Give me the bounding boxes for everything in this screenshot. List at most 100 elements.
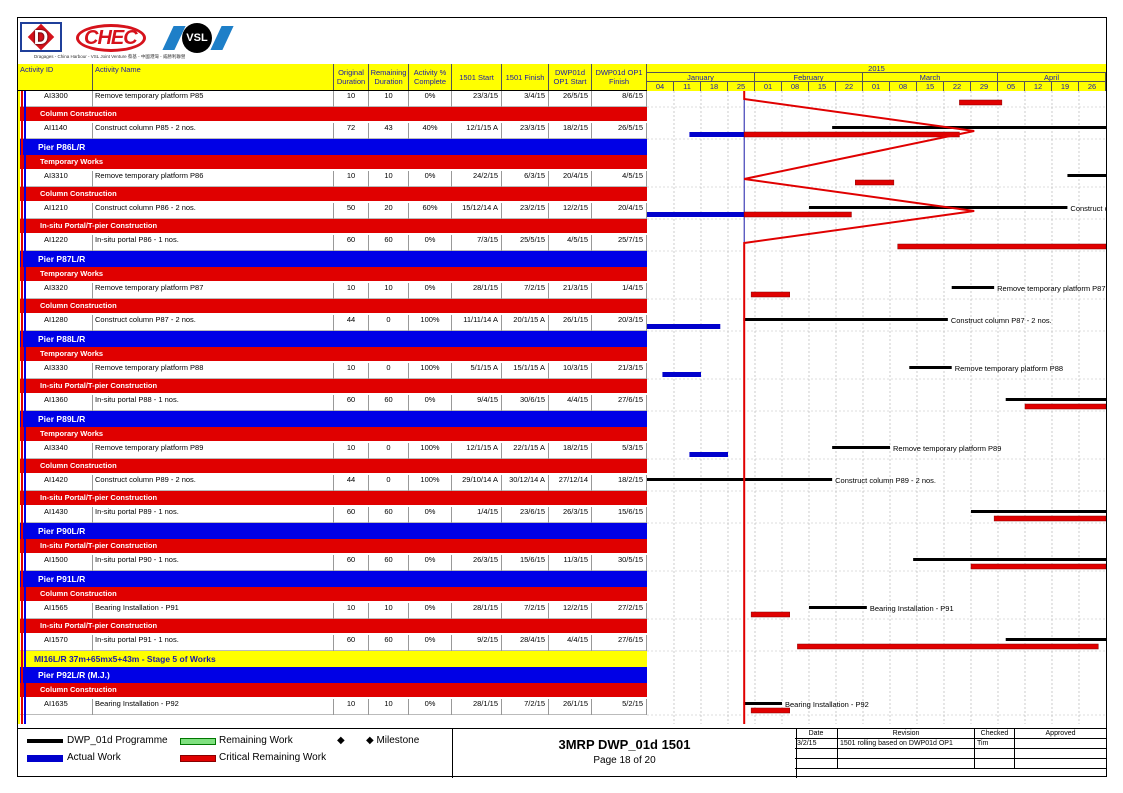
bar-label: Bearing Installation - P92 xyxy=(785,700,869,709)
cell-id: AI1430 xyxy=(40,507,93,523)
column-header-rd[interactable]: Remaining Duration xyxy=(369,64,409,90)
cell-opf: 4/5/15 xyxy=(592,171,647,187)
timescale-week: 15 xyxy=(917,82,944,91)
wbs-band-red[interactable]: Column Construction xyxy=(18,299,647,313)
activity-row[interactable]: AI1430 In-situ portal P89 - 1 nos. 60 60 0% 1… xyxy=(18,507,647,523)
cell-opf: 1/4/15 xyxy=(592,283,647,299)
activity-row[interactable]: AI1635 Bearing Installation - P92 10 10 0% 28… xyxy=(18,699,647,715)
activity-row[interactable]: AI1360 In-situ portal P88 - 1 nos. 60 60 0% 9… xyxy=(18,395,647,411)
cell-s1501: 28/1/15 xyxy=(452,699,502,715)
cell-s1501: 29/10/14 A xyxy=(452,475,502,491)
wbs-band-red[interactable]: Temporary Works xyxy=(18,267,647,281)
activity-row[interactable]: AI1280 Construct column P87 - 2 nos. 44 0 10… xyxy=(18,315,647,331)
activity-row[interactable]: AI3300 Remove temporary platform P85 10 10 0… xyxy=(18,91,647,107)
cell-pct: 0% xyxy=(409,235,452,251)
column-header-opf[interactable]: DWP01d OP1 Finish xyxy=(592,64,647,90)
critical-bar xyxy=(750,707,790,714)
activity-row[interactable]: AI3340 Remove temporary platform P89 10 0 10… xyxy=(18,443,647,459)
cell-name: Bearing Installation - P91 xyxy=(93,603,334,619)
activity-row[interactable]: AI3310 Remove temporary platform P86 10 10 0… xyxy=(18,171,647,187)
activity-row[interactable]: AI1210 Construct column P86 - 2 nos. 50 20 6… xyxy=(18,203,647,219)
critical-bar xyxy=(743,131,960,138)
wbs-band-red[interactable]: Column Construction xyxy=(18,683,647,697)
wbs-band-blue[interactable]: Pier P91L/R xyxy=(18,571,647,587)
logo-group: D CHEC VSL xyxy=(20,20,234,60)
cell-ops: 18/2/15 xyxy=(549,443,592,459)
cell-s1501: 24/2/15 xyxy=(452,171,502,187)
column-header-s1501[interactable]: 1501 Start xyxy=(452,64,502,90)
dragages-logo: D xyxy=(20,22,62,52)
actual-bar xyxy=(647,212,745,217)
timescale-week: 12 xyxy=(1025,82,1052,91)
wbs-band-red[interactable]: In-situ Portal/T-pier Construction xyxy=(18,491,647,505)
critical-bar xyxy=(970,563,1106,570)
activity-row[interactable]: AI1570 In-situ portal P91 - 1 nos. 60 60 0% 9… xyxy=(18,635,647,651)
activity-row[interactable]: AI3330 Remove temporary platform P88 10 0 10… xyxy=(18,363,647,379)
wbs-band-red[interactable]: Column Construction xyxy=(18,587,647,601)
rev-checked: Tim xyxy=(975,739,1015,749)
activity-row[interactable]: AI1220 In-situ portal P86 - 1 nos. 60 60 0% 7… xyxy=(18,235,647,251)
column-header-id[interactable]: Activity ID xyxy=(18,64,93,90)
activity-row[interactable]: AI3320 Remove temporary platform P87 10 10 0… xyxy=(18,283,647,299)
cell-f1501: 23/6/15 xyxy=(502,507,549,523)
activity-row[interactable]: AI1420 Construct column P89 - 2 nos. 44 0 10… xyxy=(18,475,647,491)
timescale-week: 01 xyxy=(755,82,782,91)
cell-s1501: 23/3/15 xyxy=(452,91,502,107)
progress-line xyxy=(743,91,975,724)
column-header-name[interactable]: Activity Name xyxy=(93,64,334,90)
wbs-band-red[interactable]: Temporary Works xyxy=(18,427,647,441)
wbs-band-red[interactable]: Temporary Works xyxy=(18,347,647,361)
programme-bar xyxy=(832,126,1106,129)
bar-label: Construct column P87 - 2 nos. xyxy=(951,316,1052,325)
cell-ops: 12/2/15 xyxy=(549,203,592,219)
cell-od: 60 xyxy=(334,555,369,571)
rev-approved xyxy=(1015,739,1107,749)
wbs-band-red[interactable]: In-situ Portal/T-pier Construction xyxy=(18,219,647,233)
programme-bar xyxy=(647,478,833,481)
actual-bar xyxy=(689,452,728,457)
wbs-band-red[interactable]: In-situ Portal/T-pier Construction xyxy=(18,379,647,393)
cell-opf: 27/2/15 xyxy=(592,603,647,619)
wbs-band-blue[interactable]: Pier P86L/R xyxy=(18,139,647,155)
wbs-band-blue[interactable]: Pier P92L/R (M.J.) xyxy=(18,667,647,683)
column-header-pct[interactable]: Activity % Complete xyxy=(409,64,452,90)
cell-od: 50 xyxy=(334,203,369,219)
bar-label: Remove temporary platform P89 xyxy=(893,444,1001,453)
column-header-f1501[interactable]: 1501 Finish xyxy=(502,64,549,90)
wbs-band-red[interactable]: Temporary Works xyxy=(18,155,647,169)
wbs-band-red[interactable]: In-situ Portal/T-pier Construction xyxy=(18,619,647,633)
programme-bar xyxy=(1005,638,1106,641)
wbs-band-red[interactable]: Column Construction xyxy=(18,107,647,121)
wbs-band-red[interactable]: In-situ Portal/T-pier Construction xyxy=(18,539,647,553)
wbs-band-red[interactable]: Column Construction xyxy=(18,187,647,201)
activity-row[interactable]: AI1565 Bearing Installation - P91 10 10 0% 28… xyxy=(18,603,647,619)
wbs-band-blue[interactable]: Pier P89L/R xyxy=(18,411,647,427)
cell-ops: 11/3/15 xyxy=(549,555,592,571)
wbs-band-blue[interactable]: Pier P90L/R xyxy=(18,523,647,539)
cell-ops: 26/1/15 xyxy=(549,315,592,331)
cell-ops: 27/12/14 xyxy=(549,475,592,491)
cell-pct: 100% xyxy=(409,443,452,459)
cell-rd: 43 xyxy=(369,123,409,139)
activity-row[interactable]: AI1140 Construct column P85 - 2 nos. 72 43 4… xyxy=(18,123,647,139)
cell-pct: 0% xyxy=(409,699,452,715)
programme-bar xyxy=(743,318,948,321)
timescale-week: 15 xyxy=(809,82,836,91)
column-header-od[interactable]: Original Duration xyxy=(334,64,369,90)
bar-label: Remove temporary platform P87 xyxy=(997,284,1105,293)
cell-f1501: 20/1/15 A xyxy=(502,315,549,331)
column-header-ops[interactable]: DWP01d OP1 Start xyxy=(549,64,592,90)
cell-ops: 26/1/15 xyxy=(549,699,592,715)
cell-f1501: 23/3/15 xyxy=(502,123,549,139)
wbs-band-red[interactable]: Column Construction xyxy=(18,459,647,473)
wbs-band-blue[interactable]: Pier P87L/R xyxy=(18,251,647,267)
cell-pct: 100% xyxy=(409,315,452,331)
cell-opf: 26/5/15 xyxy=(592,123,647,139)
gantt-svg: Construct c Remove temporary platform P87… xyxy=(647,91,1106,724)
cell-opf: 25/7/15 xyxy=(592,235,647,251)
wbs-band-blue[interactable]: Pier P88L/R xyxy=(18,331,647,347)
cell-id: AI3340 xyxy=(40,443,93,459)
cell-f1501: 30/6/15 xyxy=(502,395,549,411)
wbs-band-yellow[interactable]: MI16L/R 37m+65mx5+43m - Stage 5 of Works xyxy=(18,651,647,667)
activity-row[interactable]: AI1500 In-situ portal P90 - 1 nos. 60 60 0% 2… xyxy=(18,555,647,571)
